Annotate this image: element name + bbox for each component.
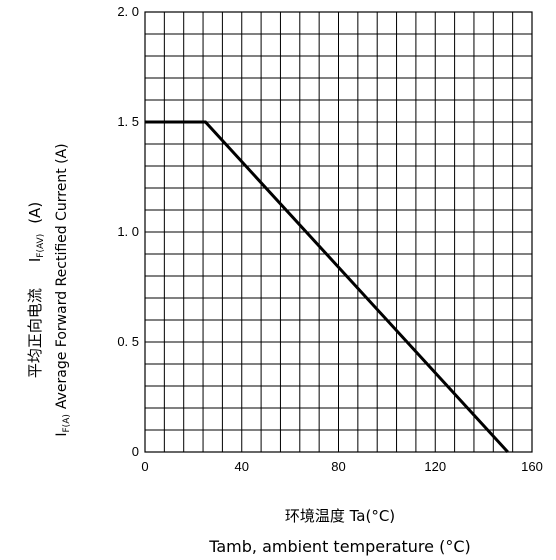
y-axis-symbol: I bbox=[26, 258, 44, 262]
series-line bbox=[145, 120, 509, 454]
x-axis-label-cn: 环境温度 Ta(°C) bbox=[285, 507, 395, 525]
chart-grid bbox=[145, 12, 532, 452]
y-tick-label: 2. 0 bbox=[117, 4, 139, 19]
y-axis-label-en-text: Average Forward Rectified Current (A) bbox=[54, 143, 70, 409]
y-tick-labels: 0 0. 5 1. 0 1. 5 2. 0 bbox=[117, 4, 139, 459]
y-axis-label-en-group: IF(A) Average Forward Rectified Current (… bbox=[54, 143, 72, 436]
x-tick-labels: 0 40 80 120 160 bbox=[141, 459, 542, 474]
x-tick-label: 40 bbox=[235, 459, 249, 474]
y-axis-label-cn-text: 平均正向电流 bbox=[26, 288, 44, 378]
y-axis-label-en-sub: F(A) bbox=[62, 414, 72, 432]
y-axis-label-cn-group: 平均正向电流 IF(AV) (A) bbox=[26, 202, 46, 378]
y-axis-label-cn: 平均正向电流 IF(AV) (A) bbox=[26, 202, 46, 378]
y-axis-unit: (A) bbox=[26, 202, 44, 224]
y-tick-label: 0 bbox=[132, 444, 139, 459]
y-axis-label-en: IF(A) Average Forward Rectified Current (… bbox=[54, 143, 72, 436]
x-tick-label: 0 bbox=[141, 459, 148, 474]
y-tick-label: 1. 0 bbox=[117, 224, 139, 239]
y-axis-label-en-symbol: I bbox=[54, 433, 70, 437]
x-tick-label: 80 bbox=[331, 459, 345, 474]
y-axis-symbol-sub: F(AV) bbox=[36, 234, 46, 258]
x-tick-label: 120 bbox=[424, 459, 446, 474]
x-axis-label-en: Tamb, ambient temperature (°C) bbox=[208, 537, 471, 556]
plot-frame bbox=[144, 11, 533, 453]
x-tick-label: 160 bbox=[521, 459, 543, 474]
y-tick-label: 1. 5 bbox=[117, 114, 139, 129]
y-tick-label: 0. 5 bbox=[117, 334, 139, 349]
